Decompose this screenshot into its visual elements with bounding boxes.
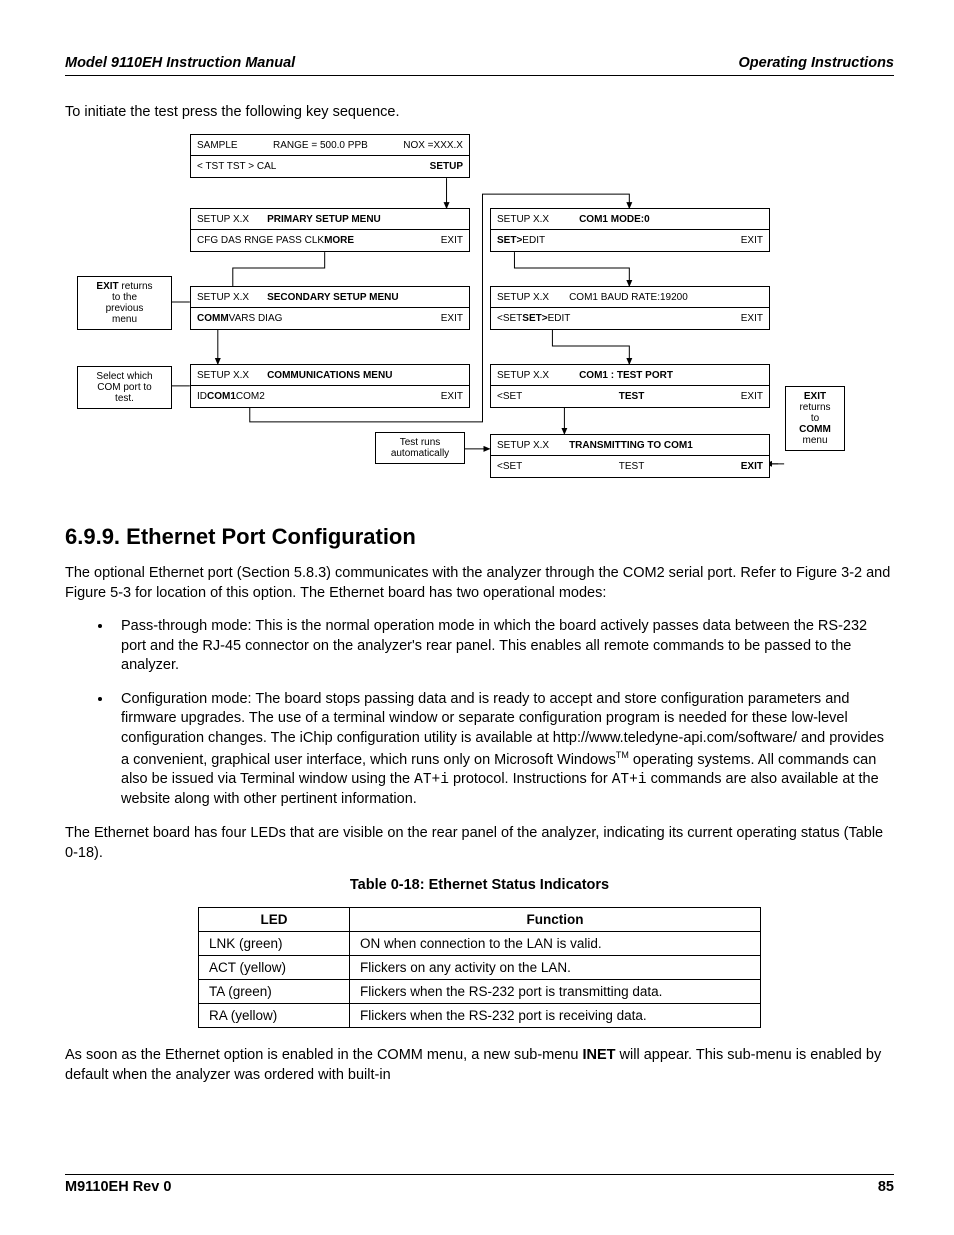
table-caption: Table 0-18: Ethernet Status Indicators (65, 877, 894, 893)
section-title: 6.9.9. Ethernet Port Configuration (65, 524, 894, 550)
page-header: Model 9110EH Instruction Manual Operatin… (65, 55, 894, 76)
header-right: Operating Instructions (739, 55, 895, 71)
paragraph-1: The optional Ethernet port (Section 5.8.… (65, 564, 894, 603)
note-exit-returns: EXIT returns to the previous menu (77, 276, 172, 330)
modes-list: Pass-through mode: This is the normal op… (65, 617, 894, 810)
ethernet-status-table: LED Function LNK (green)ON when connecti… (198, 907, 761, 1028)
menu-box-sample: SAMPLERANGE = 500.0 PPBNOX =XXX.X < TST … (190, 134, 470, 178)
paragraph-2: The Ethernet board has four LEDs that ar… (65, 824, 894, 863)
table-row: ACT (yellow)Flickers on any activity on … (199, 956, 761, 980)
list-item-passthrough: Pass-through mode: This is the normal op… (113, 617, 894, 676)
header-left: Model 9110EH Instruction Manual (65, 55, 295, 71)
menu-box-transmitting: SETUP X.XTRANSMITTING TO COM1 <SETTESTEX… (490, 434, 770, 478)
menu-box-baud: SETUP X.XCOM1 BAUD RATE:19200 <SET SET> … (490, 286, 770, 330)
note-exit-comm: EXIT returns to COMM menu (785, 386, 845, 451)
menu-box-comm: SETUP X.XCOMMUNICATIONS MENU ID COM1 COM… (190, 364, 470, 408)
intro-text: To initiate the test press the following… (65, 104, 894, 120)
list-item-configuration: Configuration mode: The board stops pass… (113, 690, 894, 810)
menu-box-primary: SETUP X.XPRIMARY SETUP MENU CFG DAS RNGE… (190, 208, 470, 252)
note-select-port: Select which COM port to test. (77, 366, 172, 409)
th-function: Function (350, 908, 761, 932)
table-row: LNK (green)ON when connection to the LAN… (199, 932, 761, 956)
menu-box-secondary: SETUP X.XSECONDARY SETUP MENU COMM VARS … (190, 286, 470, 330)
th-led: LED (199, 908, 350, 932)
paragraph-3: As soon as the Ethernet option is enable… (65, 1046, 894, 1085)
menu-box-test-port: SETUP X.XCOM1 : TEST PORT <SETTESTEXIT (490, 364, 770, 408)
key-sequence-diagram: SAMPLERANGE = 500.0 PPBNOX =XXX.X < TST … (65, 134, 894, 504)
footer-left: M9110EH Rev 0 (65, 1179, 171, 1195)
table-row: TA (green)Flickers when the RS-232 port … (199, 980, 761, 1004)
table-row: RA (yellow)Flickers when the RS-232 port… (199, 1004, 761, 1028)
note-test-runs: Test runs automatically (375, 432, 465, 464)
footer-right: 85 (878, 1179, 894, 1195)
menu-box-com1-mode: SETUP X.XCOM1 MODE:0 SET> EDITEXIT (490, 208, 770, 252)
page-footer: M9110EH Rev 0 85 (65, 1174, 894, 1195)
